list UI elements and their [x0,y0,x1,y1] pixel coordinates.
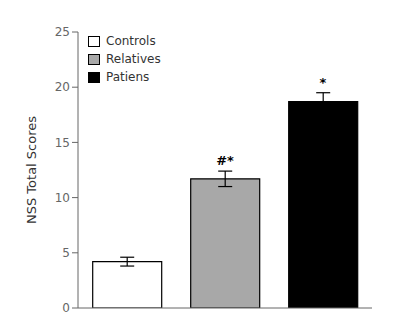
svg-text:0: 0 [62,301,70,315]
html-text:Relatives: Relatives [106,52,161,66]
html-text:Patiens: Patiens [106,70,150,84]
html-text:Controls: Controls [106,34,156,48]
svg-text:NSS Total Scores: NSS Total Scores [24,116,39,224]
svg-text:20: 20 [55,80,70,94]
svg-text:25: 25 [55,25,70,39]
svg-text:15: 15 [55,136,70,150]
svg-text:10: 10 [55,191,70,205]
svg-text:5: 5 [62,246,70,260]
svg-text:*: * [320,75,327,90]
svg-text:#*: #* [216,153,234,168]
